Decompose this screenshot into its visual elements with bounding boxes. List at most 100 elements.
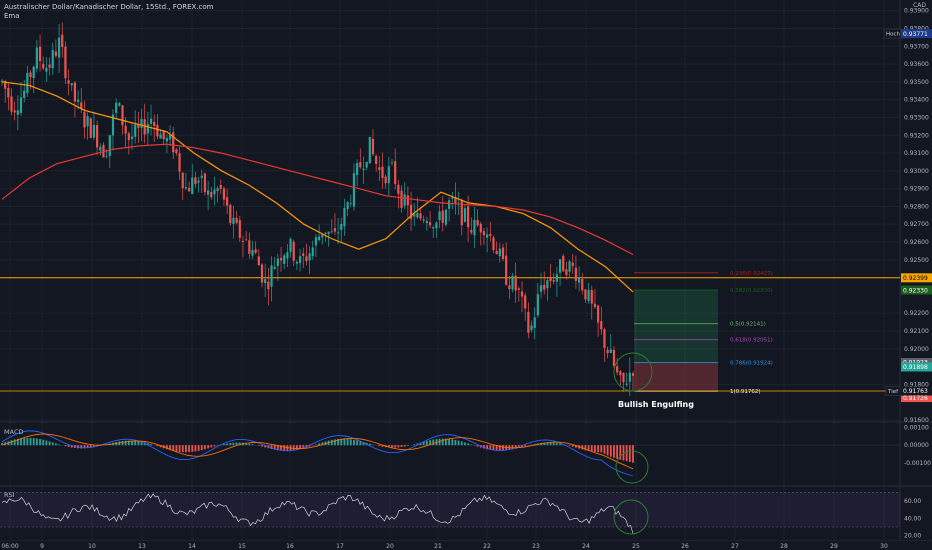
macd-bar [315,444,317,446]
macd-bar [20,438,22,446]
candle-body [260,264,264,283]
x-tick-label: 22 [483,543,491,550]
macd-bar [337,438,340,446]
macd-bar [372,444,374,446]
candle-body [226,197,229,206]
x-tick-label: 14 [188,543,196,550]
candle-body [454,197,457,204]
macd-bar [632,445,634,463]
candle-body [476,219,479,226]
candle-body [397,184,400,194]
candle-body [264,279,267,283]
macd-signal-line [1,433,634,470]
macd-title[interactable]: MACD [4,428,24,436]
macd-bar [489,445,492,450]
candle-body [587,289,590,302]
candle-body [70,83,73,86]
candle-body [597,305,600,323]
x-tick-label: 21 [434,543,442,550]
rsi-tick-label: 20.00 [904,533,921,540]
candle-body [362,168,365,170]
macd-bar [378,445,381,447]
candle-body [61,34,64,48]
macd-bar [308,445,311,447]
price-tag: 0.92330 [903,287,928,294]
candle-body [337,232,340,234]
x-tick-label: 9 [40,543,44,550]
candle-body [219,185,222,189]
x-tick-label: 26 [681,543,689,550]
candle-body [565,269,568,275]
candle-body [419,213,422,219]
x-tick-label: 13 [138,543,146,550]
macd-bar [16,438,19,446]
candle-body [463,208,467,222]
candle-body [311,247,314,257]
rsi-title[interactable]: RSI [4,491,15,499]
candle-body [359,162,362,168]
macd-bar [283,445,286,451]
macd-bar [257,445,260,446]
candle-body [517,288,520,290]
candle-body [543,284,546,290]
y-tick-label: 0.93800 [904,25,929,32]
x-tick-label: 16 [286,543,294,550]
candle-body [330,231,333,233]
price-tag-bg [901,393,932,403]
candle-body [625,383,628,385]
macd-bar [226,443,229,446]
x-tick-label: 24 [582,543,590,550]
candle-body [175,149,178,154]
macd-bar [486,445,489,450]
fib-level-label: 0.382(0.92330) [730,288,773,294]
candle-body [184,187,188,189]
macd-bar [172,445,175,451]
candle-body [13,110,16,113]
support-price-tag: 0.92399 [903,275,928,282]
candle-body [248,240,251,254]
candle-body [593,303,597,308]
candle-body [305,256,308,262]
y-tick-label: 0.92200 [904,310,929,317]
candles [0,22,635,396]
candle-body [26,72,29,94]
candle-body [194,177,197,185]
macd-bar [270,445,273,450]
rsi-band [0,492,900,527]
candle-body [473,219,476,236]
macd-bar [594,445,596,453]
macd-bar [546,442,549,446]
macd-bar [29,437,32,446]
candle-body [7,87,10,98]
candle-body [130,136,134,139]
candle-body [558,259,562,273]
fib-level-label: 0.5(0.92141) [730,322,766,328]
low-price-tag: 0.91763 [903,388,928,395]
macd-bar [48,441,51,446]
candle-body [324,232,327,234]
candle-body [590,289,593,304]
x-tick-label: 06:00 [1,543,18,550]
indicator-label[interactable]: Ema [4,12,20,20]
candle-body [213,189,216,195]
price-tag-bg [901,362,932,372]
candle-body [178,153,181,172]
macd-bar [492,445,495,451]
candle-body [533,317,536,328]
candle-body [295,261,298,264]
macd-bar [235,442,238,446]
candle-body [283,255,286,264]
macd-line [1,430,634,477]
macd-bar [93,445,95,448]
y-tick-label: 0.92700 [904,221,929,228]
candle-body [438,211,441,221]
candle-body [162,131,165,140]
candle-body [314,237,318,246]
macd-bar [238,442,241,446]
macd-bar [318,443,320,446]
candle-body [273,266,276,269]
candle-body [501,247,505,260]
candle-body [64,46,67,79]
macd-bar [587,445,590,452]
